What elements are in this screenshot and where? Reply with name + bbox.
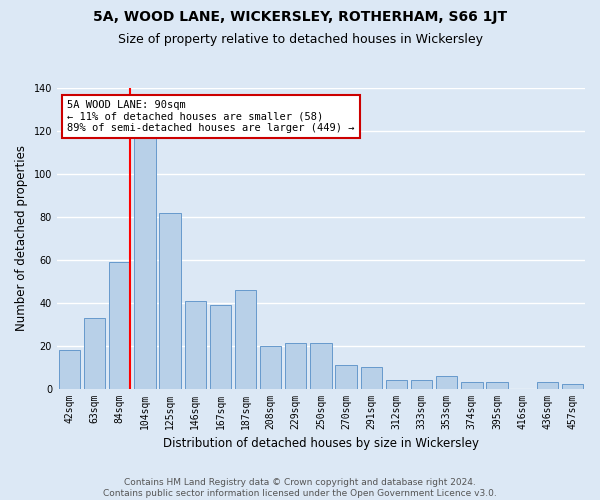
Bar: [185, 300, 206, 388]
Y-axis label: Number of detached properties: Number of detached properties: [15, 146, 28, 332]
Bar: [134, 135, 155, 388]
Bar: [160, 212, 181, 388]
Bar: [386, 380, 407, 388]
Text: 5A WOOD LANE: 90sqm
← 11% of detached houses are smaller (58)
89% of semi-detach: 5A WOOD LANE: 90sqm ← 11% of detached ho…: [67, 100, 355, 133]
Bar: [461, 382, 482, 388]
Bar: [411, 380, 432, 388]
Bar: [486, 382, 508, 388]
Bar: [209, 305, 231, 388]
Bar: [361, 367, 382, 388]
Text: 5A, WOOD LANE, WICKERSLEY, ROTHERHAM, S66 1JT: 5A, WOOD LANE, WICKERSLEY, ROTHERHAM, S6…: [93, 10, 507, 24]
X-axis label: Distribution of detached houses by size in Wickersley: Distribution of detached houses by size …: [163, 437, 479, 450]
Bar: [436, 376, 457, 388]
Bar: [335, 365, 357, 388]
Bar: [59, 350, 80, 389]
Bar: [562, 384, 583, 388]
Bar: [84, 318, 106, 388]
Bar: [536, 382, 558, 388]
Bar: [310, 344, 332, 388]
Text: Size of property relative to detached houses in Wickersley: Size of property relative to detached ho…: [118, 32, 482, 46]
Bar: [260, 346, 281, 389]
Bar: [235, 290, 256, 388]
Bar: [109, 262, 130, 388]
Text: Contains HM Land Registry data © Crown copyright and database right 2024.
Contai: Contains HM Land Registry data © Crown c…: [103, 478, 497, 498]
Bar: [285, 344, 307, 388]
